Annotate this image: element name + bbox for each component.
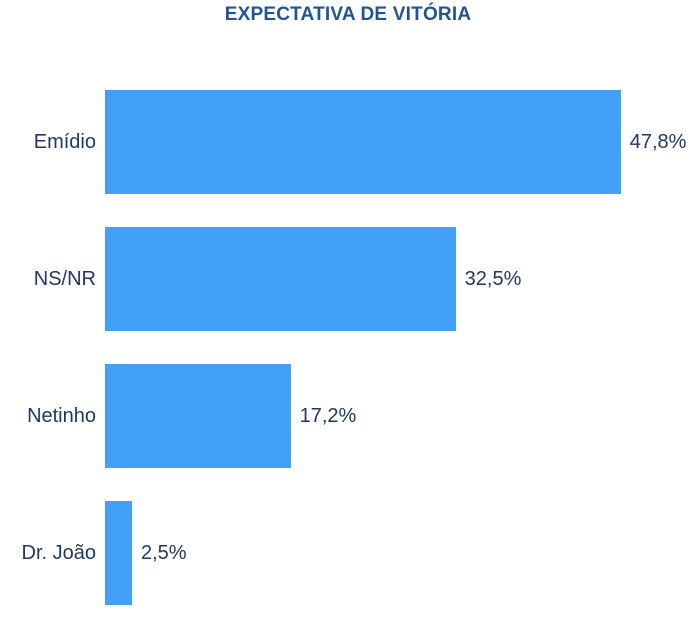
category-label: Emídio xyxy=(33,130,96,153)
category-label: NS/NR xyxy=(33,267,96,290)
bar-row: Netinho 17,2% xyxy=(0,364,696,468)
category-label: Dr. João xyxy=(21,541,96,564)
value-label: 17,2% xyxy=(299,404,357,427)
bar-track: 32,5% xyxy=(105,227,696,331)
bar-row: Dr. João 2,5% xyxy=(0,501,696,605)
value-label: 32,5% xyxy=(464,267,522,290)
category-label: Netinho xyxy=(27,404,96,427)
bar-row: Emídio 47,8% xyxy=(0,90,696,194)
value-label: 47,8% xyxy=(629,130,687,153)
value-label: 2,5% xyxy=(140,541,187,564)
bar xyxy=(105,227,456,331)
bar-row: NS/NR 32,5% xyxy=(0,227,696,331)
bar-track: 17,2% xyxy=(105,364,696,468)
bar xyxy=(105,501,132,605)
chart-title: EXPECTATIVA DE VITÓRIA xyxy=(224,4,472,25)
bar xyxy=(105,364,291,468)
bar-plot-area: Emídio 47,8% NS/NR 32,5% Netinho 17,2% D… xyxy=(0,90,696,605)
bar-track: 2,5% xyxy=(105,501,696,605)
bar-track: 47,8% xyxy=(105,90,696,194)
bar xyxy=(105,90,621,194)
